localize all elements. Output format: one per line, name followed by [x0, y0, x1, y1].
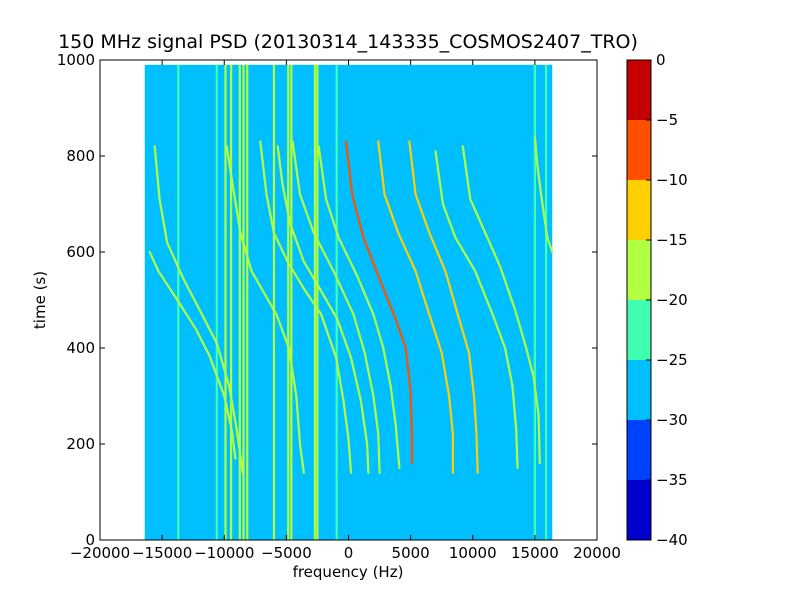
- colorbar-segment: [627, 120, 651, 180]
- x-tick-label: −10000: [194, 544, 254, 562]
- doppler-curve-2: [225, 145, 305, 474]
- doppler-curve-10: [434, 150, 519, 470]
- doppler-curve-6: [317, 145, 401, 470]
- colorbar: −40 −35 −30 −25 −20 −15 −10 −5 0: [626, 51, 688, 549]
- doppler-curve-4: [276, 145, 370, 474]
- x-tick-label: −15000: [132, 544, 192, 562]
- doppler-curve-8: [377, 140, 454, 474]
- colorbar-tick-label: −40: [656, 531, 688, 549]
- x-tick-label: −20000: [70, 544, 130, 562]
- plot-area: [144, 64, 554, 541]
- colorbar-segment: [627, 300, 651, 360]
- x-tick-label: 5000: [392, 544, 430, 562]
- colorbar-segment: [627, 240, 651, 300]
- doppler-curve-7: [344, 140, 413, 465]
- doppler-curve-12: [533, 135, 554, 254]
- y-axis-label: time (s): [31, 271, 49, 329]
- x-tick-label: 10000: [449, 544, 497, 562]
- doppler-curve-5: [291, 140, 381, 474]
- x-tick-label: 20000: [573, 544, 621, 562]
- colorbar-segment: [627, 360, 651, 420]
- y-tick-label: 0: [85, 531, 95, 549]
- x-tick-label: −5000: [261, 544, 312, 562]
- doppler-curve-0: [148, 250, 237, 460]
- doppler-curve-11: [461, 145, 541, 465]
- y-tick-label: 600: [66, 243, 95, 261]
- colorbar-segment: [627, 420, 651, 480]
- doppler-curve-1: [153, 145, 244, 474]
- x-tick-label: 0: [344, 544, 354, 562]
- colorbar-tick-label: −10: [656, 171, 688, 189]
- x-tick-label: 15000: [511, 544, 559, 562]
- y-tick-label: 800: [66, 147, 95, 165]
- y-tick-label: 400: [66, 339, 95, 357]
- colorbar-tick-label: −5: [656, 111, 678, 129]
- colorbar-segment: [627, 480, 651, 540]
- doppler-curve-9: [408, 140, 479, 474]
- y-tick-label: 1000: [57, 51, 95, 69]
- colorbar-tick-label: −30: [656, 411, 688, 429]
- colorbar-tick-label: −35: [656, 471, 688, 489]
- colorbar-segment: [627, 60, 651, 120]
- doppler-curve-3: [259, 140, 353, 474]
- colorbar-tick-label: −20: [656, 291, 688, 309]
- y-tick-label: 200: [66, 435, 95, 453]
- colorbar-tick-label: −15: [656, 231, 688, 249]
- colorbar-tick-label: −25: [656, 351, 688, 369]
- axes: −20000 −15000 −10000 −5000 0 5000 10000 15000 20…: [57, 51, 621, 562]
- x-axis-label: frequency (Hz): [293, 563, 404, 581]
- colorbar-segment: [627, 180, 651, 240]
- colorbar-tick-label: 0: [656, 51, 666, 69]
- chart-title: 150 MHz signal PSD (20130314_143335_COSM…: [58, 31, 638, 53]
